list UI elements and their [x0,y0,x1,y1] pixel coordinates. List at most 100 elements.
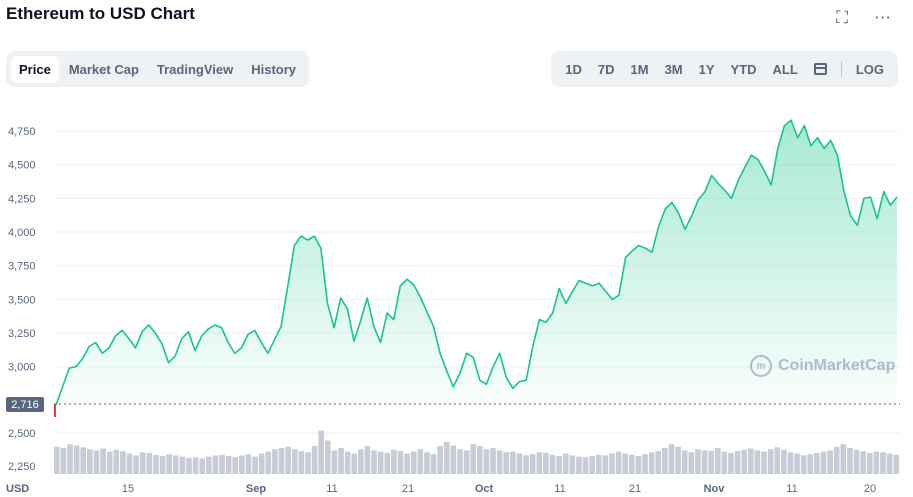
tab-market-cap[interactable]: Market Cap [68,61,139,77]
more-icon[interactable]: ⋯ [874,8,891,27]
y-tick-label: 2,250 [8,461,36,473]
y-tick-label: 4,750 [8,126,36,138]
volume-bar [371,450,377,474]
volume-bar [192,457,199,474]
watermark: m CoinMarketCap [750,355,895,377]
volume-bar [318,430,324,474]
volume-bar [490,447,496,474]
volume-bar [814,452,820,474]
y-tick-label: 3,750 [8,261,36,273]
volume-bar [252,456,258,474]
range-ytd[interactable]: YTD [730,61,757,77]
volume-bar [139,452,146,474]
volume-bar [866,452,873,474]
volume-bar [701,450,708,474]
chart-tabs: Price Market Cap TradingView History [6,51,310,87]
volume-bar [331,450,338,474]
volume-bar [595,454,602,474]
volume-bar [305,452,311,474]
chart-header-actions: ⛶ ⋯ [836,8,891,28]
volume-bar [133,455,139,474]
volume-bar [404,453,410,474]
volume-bar [477,446,483,474]
volume-bar [853,449,860,474]
volume-bar [609,453,615,474]
volume-bar [681,450,688,474]
volume-bar [430,454,437,474]
log-toggle[interactable]: LOG [855,61,884,77]
volume-bar [457,449,463,474]
volume-bar [351,453,358,474]
x-tick-label: 11 [786,483,797,495]
volume-bar [397,451,404,474]
volume-bar [179,456,186,474]
volume-bar [265,451,272,474]
y-tick-label: 2,500 [8,428,36,440]
volume-bar [166,454,172,474]
volume-bar [483,449,490,474]
volume-bar [615,451,622,474]
volume-bar [827,450,833,474]
tab-tradingview[interactable]: TradingView [156,61,234,77]
expand-icon[interactable]: ⛶ [836,8,848,27]
price-area [56,120,897,405]
volume-bar [602,455,609,474]
range-7d[interactable]: 7D [597,61,615,77]
volume-bar [219,454,225,474]
volume-bar [721,451,728,474]
volume-bar [668,444,675,474]
volume-bar [523,455,529,474]
volume-bar [358,449,364,474]
volume-bar [126,453,133,474]
volume-bar [754,450,761,474]
range-all[interactable]: ALL [772,61,798,77]
volume-bar [893,454,899,474]
volume-bar [807,454,814,474]
volume-bar [377,451,384,474]
y-tick-label: 4,250 [8,193,36,205]
range-1d[interactable]: 1D [565,61,582,77]
volume-bar [291,449,298,474]
volume-bar [443,441,450,474]
volume-bar [728,452,734,474]
volume-bar [510,451,516,474]
volume-bar [113,449,120,474]
range-3m[interactable]: 3M [664,61,683,77]
volume-bar [503,452,510,474]
volume-bar [239,455,245,474]
volume-bar [635,456,642,474]
y-tick-label: 4,500 [8,160,36,172]
volume-bar [106,451,113,474]
volume-bar [384,452,391,474]
volume-bar [642,454,648,474]
volume-bar [529,454,536,474]
volume-bar [880,452,886,474]
volume-bar [298,451,305,474]
volume-bar [708,451,714,474]
tab-price[interactable]: Price [11,55,59,83]
volume-bar [285,446,291,474]
volume-bar [60,447,67,474]
y-tick-label: 3,500 [8,294,36,306]
x-tick-label: 21 [629,483,641,495]
calendar-icon[interactable] [813,63,827,75]
range-1m[interactable]: 1M [630,61,649,77]
volume-bar [100,448,106,474]
range-1y[interactable]: 1Y [698,61,715,77]
volume-bar [761,451,767,474]
volume-bar [675,446,681,474]
volume-bar [410,451,417,474]
volume-bar [245,454,252,474]
volume-bar [146,452,153,474]
volume-bar [364,446,371,474]
volume-bar [272,449,278,474]
watermark-label: CoinMarketCap [778,357,896,374]
range-selector: 1D 7D 1M 3M 1Y YTD ALL LOG [551,51,898,87]
tab-history[interactable]: History [251,61,297,77]
volume-bar [120,451,126,474]
volume-bar [324,440,331,474]
volume-bar [741,449,747,474]
currency-label: USD [6,483,29,495]
volume-bar [688,452,695,474]
